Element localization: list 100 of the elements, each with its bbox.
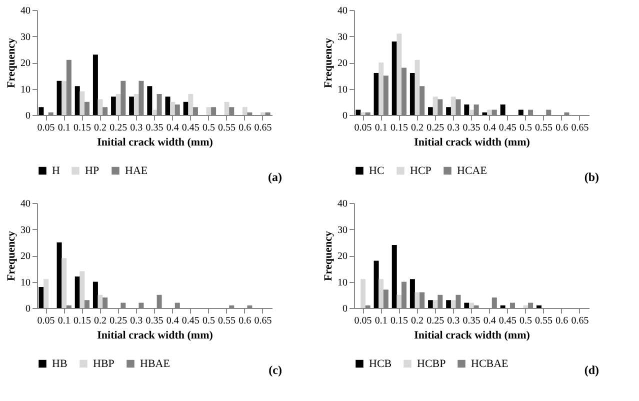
legend-label: HCP xyxy=(410,164,432,177)
bar xyxy=(428,107,434,115)
y-axis-title: Frequency xyxy=(6,38,18,88)
text: (c) xyxy=(268,363,282,377)
x-tick-label: 0.65 xyxy=(571,316,589,326)
x-tick-label: 0.4 xyxy=(483,122,496,134)
x-tick-label: 0.1 xyxy=(374,122,388,134)
x-tick-label: 0.35 xyxy=(462,122,480,134)
y-tick-label: 40 xyxy=(20,6,30,16)
bar xyxy=(74,276,80,308)
text: (d) xyxy=(584,363,599,377)
bar xyxy=(356,110,361,115)
x-tick-label: 0.05 xyxy=(354,316,372,326)
x-tick-label: 0.3 xyxy=(447,122,460,134)
x-tick-label: 0.1 xyxy=(374,316,388,326)
y-tick-label: 0 xyxy=(26,110,30,122)
legend-label: HC xyxy=(369,164,384,177)
x-tick-label: 0.6 xyxy=(556,122,568,134)
x-tick-label: 0.3 xyxy=(130,316,143,326)
x-tick-label: 0.6 xyxy=(238,316,252,326)
y-tick-label: 30 xyxy=(338,32,348,43)
x-tick-label: 0.5 xyxy=(202,316,215,326)
legend-label: HAE xyxy=(125,164,148,177)
x-tick-label: 0.3 xyxy=(447,316,460,326)
x-tick-label: 0.25 xyxy=(426,316,444,326)
bar xyxy=(188,94,194,115)
legend-label: HCAE xyxy=(457,164,488,177)
legend-label: HP xyxy=(85,164,100,177)
x-tick-label: 0.4 xyxy=(166,316,179,326)
bar xyxy=(92,282,98,308)
x-axis-title: Initial crack width (mm) xyxy=(414,330,530,342)
bar xyxy=(396,34,402,115)
bar xyxy=(446,107,452,115)
x-tick-label: 0.1 xyxy=(58,122,70,134)
x-tick-label: 0.2 xyxy=(94,316,107,326)
bar xyxy=(523,305,528,308)
bar xyxy=(392,245,397,308)
legend-label: H xyxy=(52,164,60,177)
bar xyxy=(360,112,366,115)
bar xyxy=(111,96,116,115)
y-tick-label: 0 xyxy=(342,110,348,122)
x-tick-label: 0.25 xyxy=(110,316,128,326)
x-tick-label: 0.45 xyxy=(498,122,516,134)
bar xyxy=(432,300,438,308)
bar xyxy=(92,54,98,115)
y-tick-label: 20 xyxy=(338,58,348,69)
bar xyxy=(469,110,474,115)
y-tick-label: 30 xyxy=(20,224,30,236)
y-tick-label: 0 xyxy=(342,304,348,314)
x-tick-label: 0.65 xyxy=(254,122,272,134)
legend-label: HCB xyxy=(369,358,392,370)
bar xyxy=(38,107,44,115)
bar xyxy=(500,305,506,308)
bar xyxy=(518,110,524,115)
y-tick-label: 30 xyxy=(338,224,348,236)
x-tick-label: 0.15 xyxy=(390,122,408,134)
bar xyxy=(56,242,62,308)
x-tick-label: 0.6 xyxy=(238,122,252,134)
bar xyxy=(80,271,85,308)
bar xyxy=(98,99,103,115)
bar xyxy=(414,60,420,115)
bar xyxy=(38,287,44,308)
x-tick-label: 0.55 xyxy=(218,316,236,326)
x-tick-label: 0.35 xyxy=(462,316,480,326)
bar xyxy=(469,302,474,308)
bar xyxy=(396,294,402,308)
x-tick-label: 0.3 xyxy=(130,122,143,134)
y-tick-label: 10 xyxy=(20,277,30,288)
x-tick-label: 0.25 xyxy=(110,122,128,134)
x-axis-title: Initial crack width (mm) xyxy=(97,136,214,148)
y-tick-label: 40 xyxy=(20,198,30,210)
x-tick-label: 0.45 xyxy=(182,122,200,134)
bar xyxy=(165,96,170,115)
legend-label: HBAE xyxy=(140,358,170,370)
y-tick-label: 10 xyxy=(20,84,30,96)
x-tick-label: 0.15 xyxy=(73,316,91,326)
x-tick-label: 0.15 xyxy=(390,316,408,326)
x-axis-title: Initial crack width (mm) xyxy=(97,330,214,342)
y-tick-label: 0 xyxy=(26,304,30,314)
bar xyxy=(360,279,366,308)
bar xyxy=(152,110,157,115)
x-tick-label: 0.1 xyxy=(58,316,70,326)
x-tick-label: 0.05 xyxy=(354,122,372,134)
x-tick-label: 0.05 xyxy=(37,316,55,326)
legend-label: HBP xyxy=(93,358,114,370)
x-tick-label: 0.5 xyxy=(202,122,215,134)
y-tick-label: 20 xyxy=(20,251,30,262)
bar xyxy=(74,86,80,115)
bar xyxy=(378,279,384,308)
y-tick-label: 40 xyxy=(338,6,348,16)
bar xyxy=(260,112,266,115)
bar xyxy=(500,104,506,115)
x-tick-label: 0.5 xyxy=(519,316,532,326)
x-tick-label: 0.6 xyxy=(556,316,568,326)
bar xyxy=(374,260,379,308)
x-tick-label: 0.55 xyxy=(535,316,553,326)
x-tick-label: 0.35 xyxy=(146,122,164,134)
x-tick-label: 0.2 xyxy=(94,122,107,134)
legend-label: HB xyxy=(52,358,68,370)
bar xyxy=(464,302,470,308)
